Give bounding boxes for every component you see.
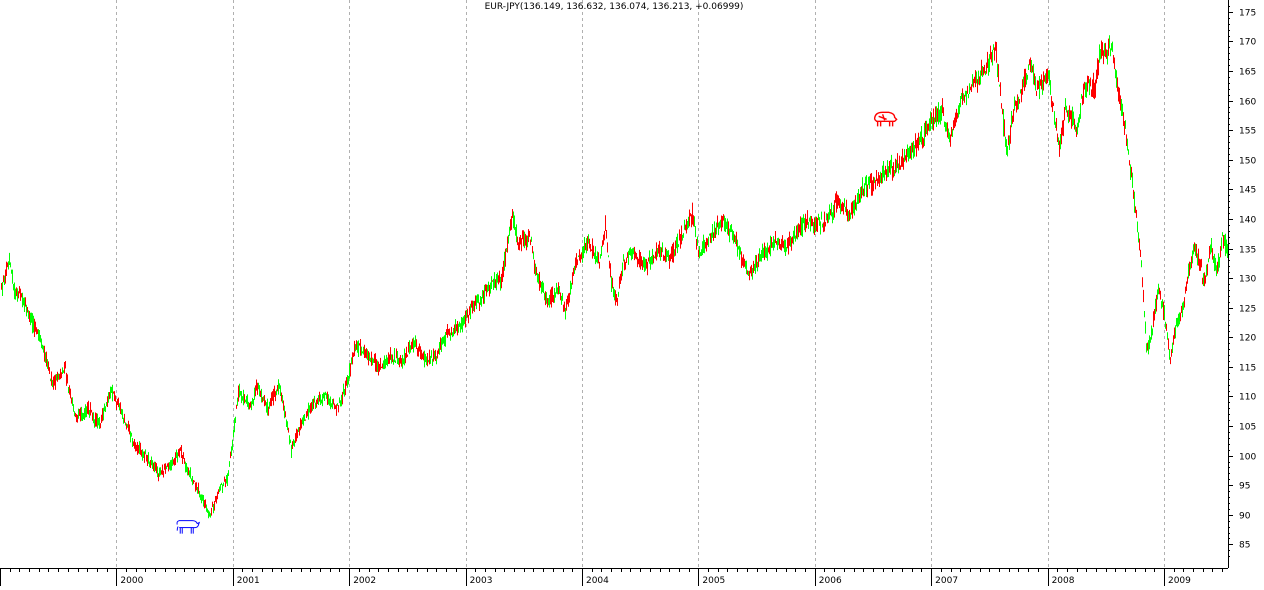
y-tick-label: 135 — [1239, 246, 1256, 256]
chart-title: EUR-JPY(136.149, 136.632, 136.074, 136.2… — [484, 2, 744, 12]
y-tick-label: 170 — [1239, 38, 1256, 48]
bull-icon — [176, 520, 201, 534]
x-tick-label: 2004 — [586, 576, 609, 586]
y-tick-label: 145 — [1239, 186, 1256, 196]
y-tick-label: 100 — [1239, 453, 1256, 463]
x-tick-label: 2008 — [1052, 576, 1075, 586]
bear-icon — [873, 111, 898, 127]
x-tick-label: 2007 — [935, 576, 958, 586]
y-tick-label: 120 — [1239, 334, 1256, 344]
x-tick-label: 2005 — [702, 576, 725, 586]
y-tick-label: 95 — [1239, 482, 1250, 492]
x-tick-label: 2003 — [470, 576, 493, 586]
y-tick-label: 175 — [1239, 9, 1256, 19]
y-tick-label: 110 — [1239, 393, 1256, 403]
y-tick-label: 105 — [1239, 423, 1256, 433]
x-tick-label: 2001 — [237, 576, 260, 586]
x-tick-label: 2009 — [1168, 576, 1191, 586]
gridlines — [116, 0, 1165, 568]
x-tick-label: 2002 — [353, 576, 376, 586]
y-tick-label: 85 — [1239, 541, 1250, 551]
y-tick-label: 155 — [1239, 127, 1256, 137]
y-tick-label: 165 — [1239, 68, 1256, 78]
x-tick-label: 2000 — [120, 576, 143, 586]
y-tick-label: 140 — [1239, 216, 1256, 226]
x-tick-label: 2006 — [819, 576, 842, 586]
candles — [1, 35, 1228, 519]
y-tick-label: 125 — [1239, 305, 1256, 315]
y-tick-label: 160 — [1239, 98, 1256, 108]
y-tick-label: 115 — [1239, 364, 1256, 374]
y-tick-label: 150 — [1239, 157, 1256, 167]
icons — [176, 111, 898, 534]
y-tick-label: 130 — [1239, 275, 1256, 285]
y-tick-label: 90 — [1239, 512, 1251, 522]
